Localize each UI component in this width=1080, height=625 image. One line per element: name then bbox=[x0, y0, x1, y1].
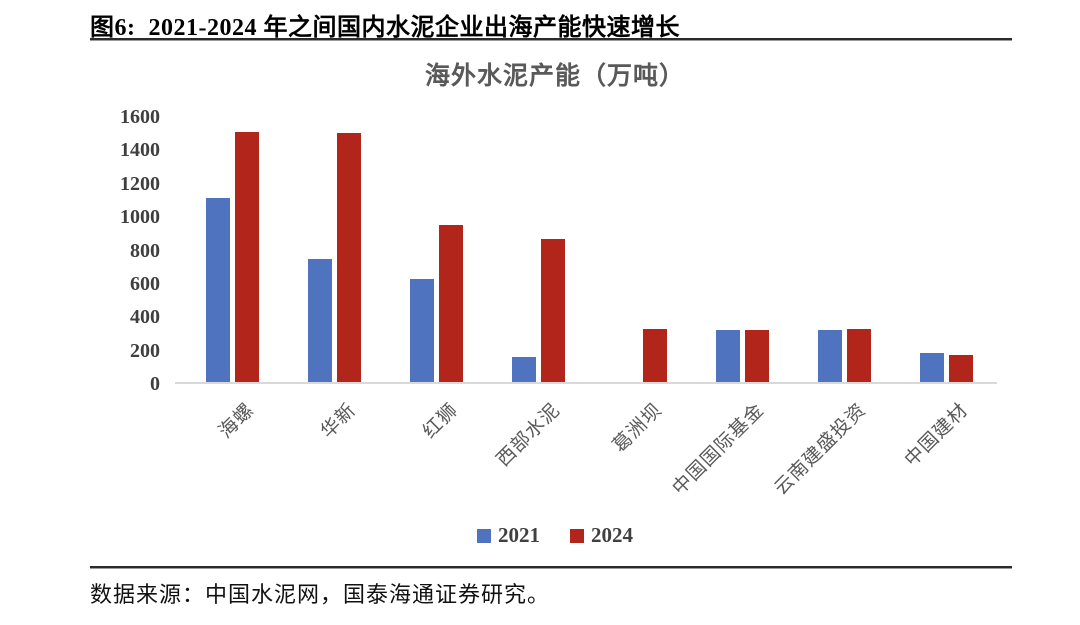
bar-2024-西部水泥 bbox=[540, 238, 565, 382]
y-tick-label: 1600 bbox=[120, 106, 160, 128]
bar-2021-云南建盛投资 bbox=[817, 330, 842, 382]
bar-2024-葛洲坝 bbox=[642, 328, 667, 382]
bar-2021-华新 bbox=[307, 258, 332, 382]
bar-2021-中国国际基金 bbox=[715, 330, 740, 382]
y-tick-label: 600 bbox=[130, 272, 160, 295]
legend-swatch-icon bbox=[477, 528, 491, 543]
bar-2024-中国国际基金 bbox=[744, 330, 769, 382]
y-tick-label: 0 bbox=[150, 373, 160, 395]
y-tick-label: 200 bbox=[130, 339, 160, 362]
source-note: 数据来源：中国水泥网，国泰海通证券研究。 bbox=[90, 582, 551, 607]
y-tick-label: 1200 bbox=[120, 172, 160, 195]
legend-label: 2021 bbox=[498, 523, 540, 547]
bar-2021-海螺 bbox=[205, 198, 230, 382]
legend-label: 2024 bbox=[591, 523, 633, 547]
y-tick-label: 1000 bbox=[120, 206, 160, 229]
bar-2024-华新 bbox=[336, 133, 361, 382]
bar-2024-红狮 bbox=[438, 225, 463, 382]
bar-2021-中国建材 bbox=[919, 352, 944, 382]
legend-item-2024: 2024 bbox=[570, 523, 633, 548]
legend: 2021 2024 bbox=[100, 523, 1010, 548]
figure-caption: 图6: 2021-2024 年之间国内水泥企业出海产能快速增长 bbox=[90, 15, 680, 41]
plot-area bbox=[175, 117, 997, 384]
y-tick-label: 400 bbox=[130, 306, 160, 329]
y-tick-label: 1400 bbox=[120, 139, 160, 162]
bar-2024-中国建材 bbox=[948, 355, 973, 382]
source-divider bbox=[90, 566, 1012, 569]
bar-2021-西部水泥 bbox=[511, 356, 536, 382]
chart-title: 海外水泥产能（万吨） bbox=[424, 63, 685, 90]
y-tick-label: 800 bbox=[130, 239, 160, 262]
caption-divider bbox=[90, 38, 1012, 41]
bar-2021-红狮 bbox=[409, 278, 434, 382]
bar-2024-云南建盛投资 bbox=[846, 328, 871, 382]
legend-item-2021: 2021 bbox=[477, 523, 540, 548]
legend-swatch-icon bbox=[570, 528, 584, 543]
bar-2024-海螺 bbox=[234, 131, 259, 382]
